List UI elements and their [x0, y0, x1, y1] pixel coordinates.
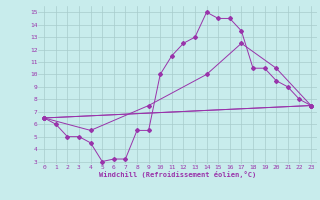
X-axis label: Windchill (Refroidissement éolien,°C): Windchill (Refroidissement éolien,°C): [99, 171, 256, 178]
